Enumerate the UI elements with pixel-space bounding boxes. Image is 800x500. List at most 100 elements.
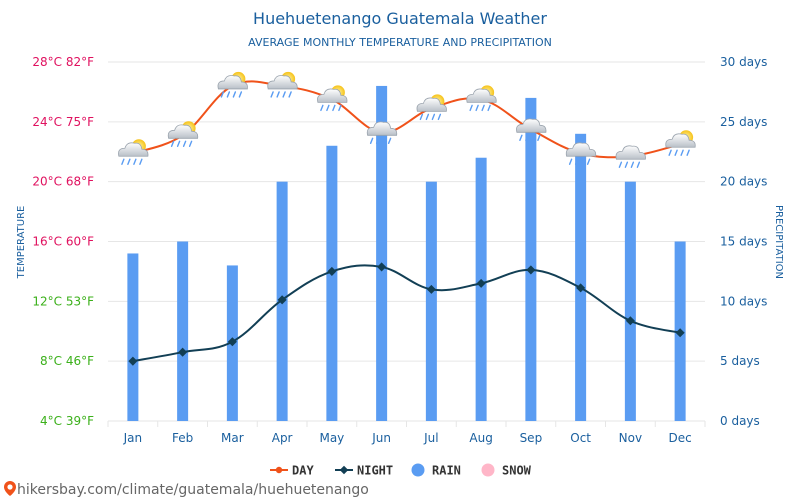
rain-bar [376, 85, 388, 421]
left-tick-label: 24°C 75°F [32, 115, 94, 129]
rain-drop [188, 140, 193, 147]
rain-bar [475, 157, 487, 421]
rain-drop [475, 104, 479, 112]
left-tick-label: 28°C 82°F [32, 55, 94, 69]
rain-drop [537, 134, 541, 142]
rain-bar [575, 133, 587, 422]
cloud-shape [516, 118, 547, 133]
right-tick-label: 0 days [720, 414, 760, 428]
x-tick-label: Jun [371, 431, 391, 445]
x-tick-label: Feb [172, 431, 193, 445]
cloud-shape [167, 124, 199, 139]
x-tick-label: Mar [221, 431, 244, 445]
rain-drop [220, 91, 225, 98]
rain-drop [121, 158, 125, 165]
x-tick-label: Dec [669, 431, 692, 445]
rain-drop [170, 140, 175, 147]
x-tick-label: Nov [619, 431, 642, 445]
cloud-shape [366, 121, 398, 136]
rain-drop [419, 113, 424, 121]
legend-night-marker [339, 465, 349, 475]
rain-drop [320, 104, 324, 112]
left-tick-label: 4°C 39°F [40, 414, 94, 428]
cloud-shape [118, 142, 149, 157]
rain-drop [668, 149, 672, 156]
right-axis-title: PRECIPITATION [773, 205, 784, 279]
rain-drop [481, 104, 485, 112]
day-line [132, 80, 681, 159]
night-point [576, 283, 586, 293]
sun-cloud-rain-icon [118, 139, 149, 165]
chart-title: Huehuetenango Guatemala Weather [253, 9, 547, 28]
night-point [227, 337, 237, 347]
rain-drop [139, 158, 143, 165]
left-tick-label: 12°C 53°F [32, 294, 94, 308]
left-tick-label: 8°C 46°F [40, 354, 94, 368]
left-tick-label: 16°C 60°F [32, 235, 94, 249]
night-point [178, 347, 188, 357]
left-axis-title: TEMPERATURE [16, 206, 27, 280]
footer-url[interactable]: hikersbay.com/climate/guatemala/huehuete… [17, 482, 369, 498]
chart-subtitle: AVERAGE MONTHLY TEMPERATURE AND PRECIPIT… [248, 36, 552, 49]
rain-drop [636, 161, 641, 168]
legend-label: RAIN [432, 464, 461, 478]
x-tick-label: May [319, 431, 344, 445]
legend: DAY NIGHT RAIN SNOW [270, 463, 532, 478]
rain-bar [425, 181, 437, 421]
right-tick-label: 10 days [720, 294, 767, 308]
rain-drop [176, 140, 181, 147]
cloud-shape [615, 145, 646, 160]
right-tick-label: 25 days [720, 115, 767, 129]
legend-item-night: NIGHT [335, 464, 393, 478]
legend-rain-swatch [411, 463, 425, 477]
legend-snow-swatch [481, 463, 495, 477]
cloud-shape [665, 133, 696, 148]
rain-bar [127, 253, 139, 421]
rain-drop [270, 91, 274, 98]
x-tick-label: Aug [469, 431, 492, 445]
rain-drop [288, 91, 292, 98]
x-tick-label: Jan [123, 431, 143, 445]
right-tick-label: 15 days [720, 235, 767, 249]
rain-drop [332, 104, 336, 112]
rain-drop [674, 149, 678, 156]
rain-bars [127, 85, 686, 422]
rain-drop [127, 158, 131, 165]
rain-drop [686, 149, 690, 156]
sun-cloud-rain-icon [665, 130, 696, 156]
rain-drop [226, 91, 231, 98]
right-tick-label: 20 days [720, 175, 767, 189]
sun-cloud-rain-icon [317, 85, 348, 112]
night-point [675, 328, 685, 338]
sun-cloud-rain-icon [416, 94, 447, 121]
night-line [132, 264, 681, 363]
sun-cloud-rain-icon [466, 85, 497, 112]
rain-drop [580, 158, 585, 165]
x-tick-label: Jul [423, 431, 438, 445]
rain-drop [586, 158, 591, 165]
rain-bar [624, 181, 636, 421]
rain-drop [375, 137, 380, 145]
cloud-shape [267, 75, 298, 90]
x-tick-label: Sep [520, 431, 543, 445]
rain-drop [431, 113, 436, 121]
x-tick-label: Apr [272, 431, 293, 445]
night-point [128, 356, 138, 366]
rain-drop [680, 149, 684, 156]
rain-drop [568, 158, 573, 165]
cloud-rain-icon [366, 121, 398, 145]
legend-item-day: DAY [270, 464, 314, 478]
rain-drop [525, 134, 529, 142]
cloud-rain-icon [615, 145, 646, 168]
rain-drop [282, 91, 286, 98]
axes: 28°C 82°F 24°C 75°F 20°C 68°F 16°C 60°F 12°C… [32, 55, 767, 445]
legend-label: DAY [292, 464, 314, 478]
rain-drop [381, 137, 386, 145]
rain-drop [338, 104, 342, 112]
grid [107, 61, 706, 427]
sun-cloud-rain-icon [267, 71, 298, 98]
legend-item-snow: SNOW [481, 463, 532, 478]
sun-cloud-rain-icon [217, 71, 248, 98]
rain-drop [437, 113, 442, 121]
